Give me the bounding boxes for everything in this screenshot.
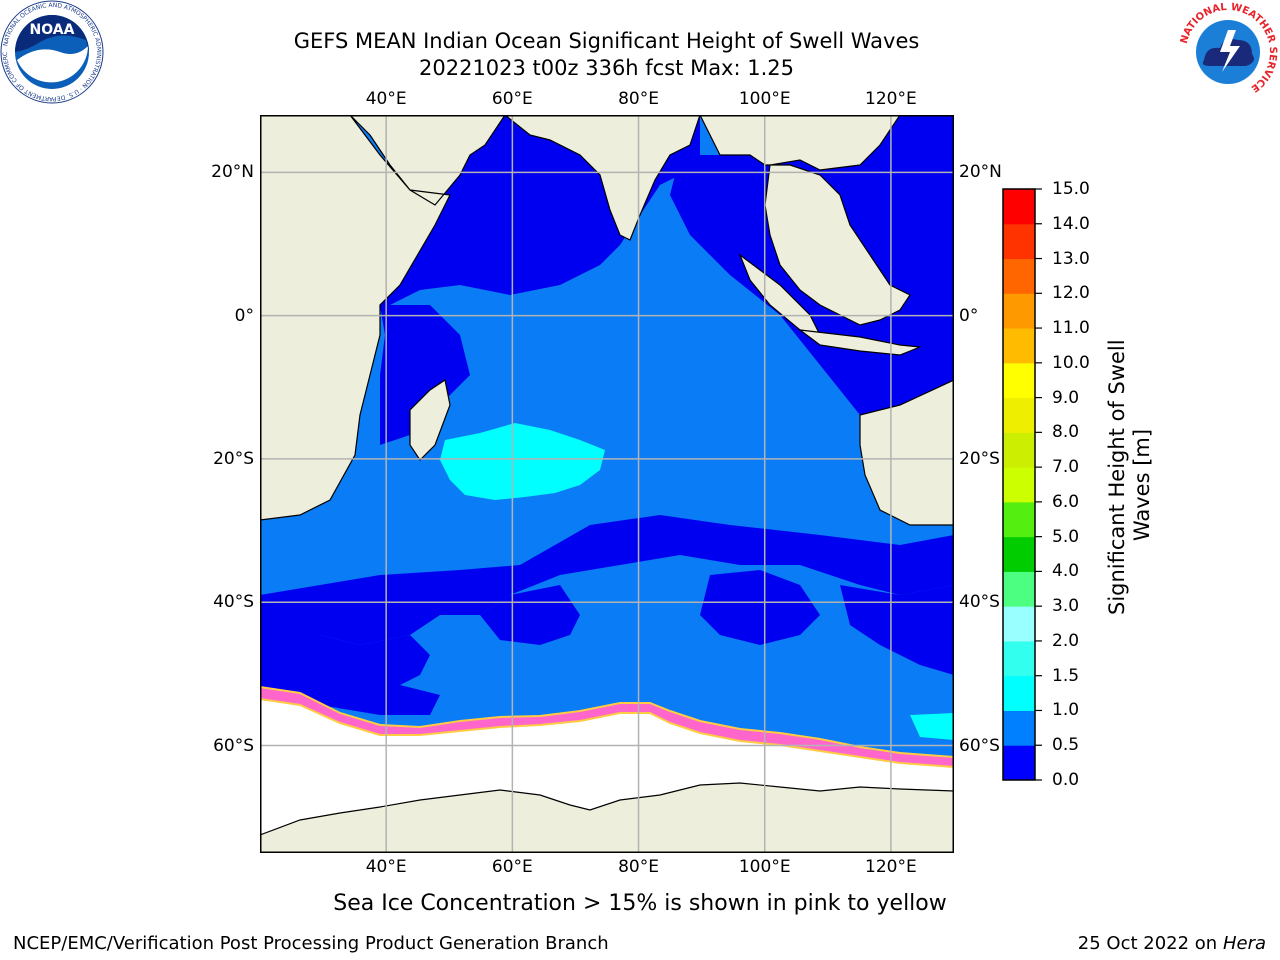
colorbar-tick-label: 0.5 [1052,735,1080,756]
colorbar-bin [1003,362,1035,399]
high-swell-patch-east [910,713,954,740]
footer-machine: Hera [1222,933,1266,954]
colorbar-bin [1003,606,1035,642]
colorbar-bin [1003,258,1035,294]
swell-height-map [260,115,954,853]
colorbar-bin [1003,745,1035,781]
colorbar-bin [1003,467,1035,503]
colorbar-bin [1003,571,1035,607]
colorbar-tick-label: 6.0 [1052,491,1080,512]
colorbar-bin [1003,432,1035,468]
lon-tick-label: 60°E [491,857,533,877]
colorbar-tick-label: 1.5 [1052,665,1080,686]
lat-tick-label: 20°N [211,162,254,183]
southeast-asia [699,115,911,326]
colorbar-tick-label: 10.0 [1052,352,1090,373]
colorbar-tick-label: 5.0 [1052,526,1080,547]
lon-tick-label: 120°E [865,857,917,877]
colorbar-bin [1003,501,1035,538]
colorbar-tick-label: 11.0 [1052,318,1090,339]
colorbar-bin [1003,640,1035,677]
colorbar-tick-label: 13.0 [1052,248,1090,269]
india [504,115,701,241]
australia [859,379,954,526]
lon-tick-label: 120°E [865,89,917,109]
lat-tick-label: 40°S [959,592,1000,613]
colorbar-bin [1003,710,1035,746]
graticule [260,115,954,853]
lat-tick-label: 20°S [213,448,254,469]
colorbar-tick-label: 3.0 [1052,596,1080,617]
lon-tick-label: 100°E [738,89,791,109]
colorbar-bin [1003,536,1035,572]
svg-text:NOAA: NOAA [30,22,75,38]
lon-tick-label: 80°E [618,857,659,877]
colorbar-label: Significant Height of Swell Waves [m] [1105,339,1154,615]
lat-tick-label: 60°S [213,735,254,756]
colorbar-tick-label: 15.0 [1052,179,1090,199]
chart-title-line2: 20221023 t00z 336h fcst Max: 1.25 [419,56,794,80]
nws-logo: NATIONAL WEATHER SERVICE [1178,2,1278,102]
colorbar-bin [1003,397,1035,433]
sea-ice-note: Sea Ice Concentration > 15% is shown in … [333,891,947,916]
chart-title-line1: GEFS MEAN Indian Ocean Significant Heigh… [293,29,920,53]
lon-tick-label: 80°E [618,89,659,109]
antarctica [260,782,954,853]
lat-tick-label: 60°S [959,735,1000,756]
colorbar-tick-label: 7.0 [1052,457,1080,478]
colorbar-tick-label: 4.0 [1052,561,1080,582]
lon-tick-label: 60°E [491,89,533,109]
colorbar-bin [1003,675,1035,711]
footer-branch: NCEP/EMC/Verification Post Processing Pr… [13,933,609,954]
lon-tick-label: 40°E [365,89,407,109]
footer-date: 25 Oct 2022 on Hera [1077,933,1266,954]
colorbar [1002,188,1042,781]
colorbar-bin [1003,293,1035,329]
high-swell-patch [440,423,605,500]
lat-tick-label: 0° [959,305,979,326]
colorbar-tick-label: 9.0 [1052,387,1080,408]
lat-tick-label: 20°S [959,448,1000,469]
lat-tick-label: 40°S [213,592,254,613]
colorbar-tick-label: 12.0 [1052,283,1090,304]
colorbar-tick-label: 8.0 [1052,422,1080,443]
map-frame [260,115,954,853]
lon-tick-label: 40°E [365,857,407,877]
java [797,329,921,356]
lat-tick-label: 20°N [959,162,1002,183]
sea-ice-edge [260,685,954,769]
madagascar [409,379,451,461]
lat-tick-label: 0° [234,305,254,326]
colorbar-bin [1003,223,1035,260]
colorbar-tick-label: 14.0 [1052,213,1090,234]
colorbar-tick-label: 1.0 [1052,700,1080,721]
colorbar-bin [1003,328,1035,364]
lon-tick-label: 100°E [738,857,791,877]
colorbar-bin [1003,189,1035,225]
colorbar-tick-label: 0.0 [1052,770,1080,790]
noaa-logo: NATIONAL OCEANIC AND ATMOSPHERIC ADMINIS… [0,0,104,104]
colorbar-tick-label: 2.0 [1052,630,1080,651]
